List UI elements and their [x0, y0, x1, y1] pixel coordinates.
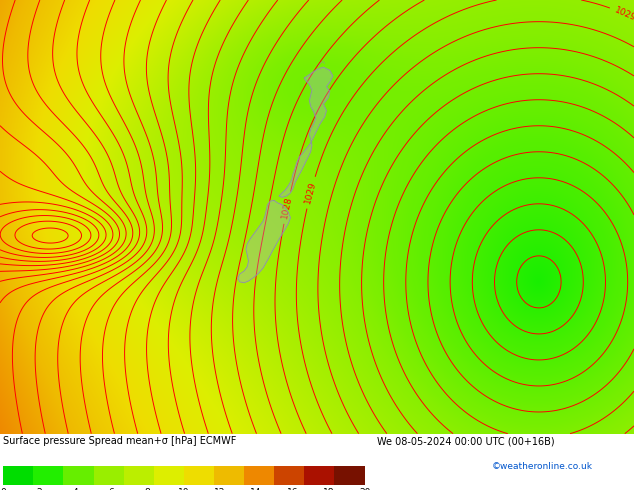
Text: 14: 14 — [250, 489, 262, 490]
Text: 18: 18 — [323, 489, 334, 490]
Text: 1029: 1029 — [613, 5, 634, 23]
Text: 2: 2 — [37, 489, 42, 490]
Polygon shape — [238, 200, 290, 283]
Bar — [3, 466, 33, 486]
Text: 4: 4 — [73, 489, 78, 490]
Text: 12: 12 — [214, 489, 226, 490]
Bar — [244, 466, 274, 486]
Bar — [304, 466, 334, 486]
Bar — [335, 466, 365, 486]
Text: 10: 10 — [178, 489, 190, 490]
Bar — [274, 466, 304, 486]
Polygon shape — [279, 67, 333, 197]
Text: 1029: 1029 — [304, 180, 318, 205]
Bar — [63, 466, 93, 486]
Text: 0: 0 — [0, 489, 6, 490]
Text: 6: 6 — [108, 489, 115, 490]
Bar — [214, 466, 244, 486]
Text: 8: 8 — [145, 489, 151, 490]
Bar — [94, 466, 124, 486]
Bar — [124, 466, 153, 486]
Text: 1028: 1028 — [280, 196, 294, 220]
Text: We 08-05-2024 00:00 UTC (00+16B): We 08-05-2024 00:00 UTC (00+16B) — [377, 437, 555, 446]
Text: 20: 20 — [359, 489, 370, 490]
Bar — [184, 466, 214, 486]
Text: Surface pressure Spread mean+σ [hPa] ECMWF: Surface pressure Spread mean+σ [hPa] ECM… — [3, 437, 236, 446]
Bar — [153, 466, 184, 486]
Text: 16: 16 — [287, 489, 298, 490]
Bar — [33, 466, 63, 486]
Text: ©weatheronline.co.uk: ©weatheronline.co.uk — [491, 462, 592, 471]
